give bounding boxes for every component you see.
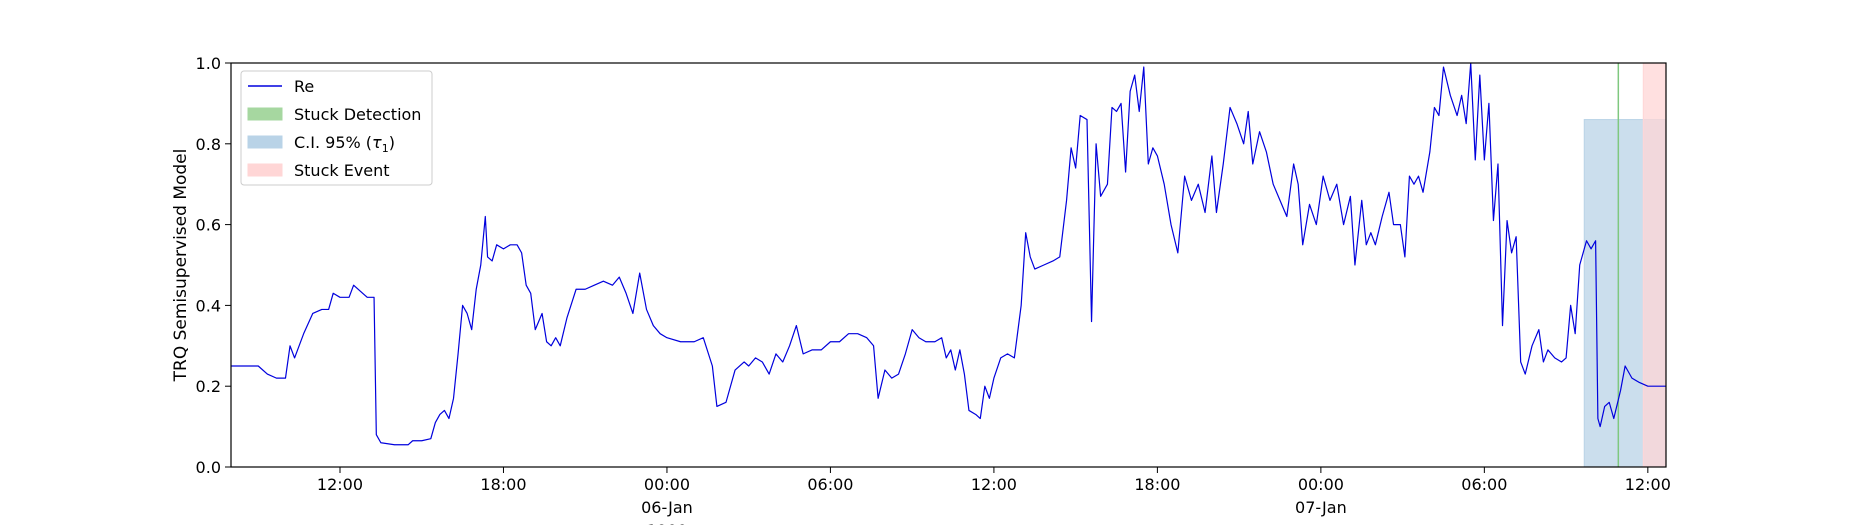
legend-label-c-i-95: C.I. 95% (τ1) xyxy=(294,133,395,155)
x-tick-label: 06:00 xyxy=(807,475,853,494)
legend-label-stuck-event: Stuck Event xyxy=(294,161,390,180)
y-tick-label: 0.2 xyxy=(196,377,221,396)
x-tick-label: 06:00 xyxy=(1461,475,1507,494)
series-layer xyxy=(231,63,1666,446)
y-tick-label: 0.4 xyxy=(196,296,221,315)
x-tick-label: 00:00 xyxy=(644,475,690,494)
x-tick-label: 00:00 xyxy=(1298,475,1344,494)
legend-swatch-stuck-detection xyxy=(247,107,283,121)
x-tick-label: 12:00 xyxy=(1625,475,1671,494)
region-stuck-event xyxy=(1642,62,1667,468)
x-axis: 12:00 18:00 00:00 06-Jan 1900 06:00 12:00 18:00… xyxy=(317,467,1671,525)
x-tick-date-label: 06-Jan xyxy=(641,498,693,517)
y-tick-label: 0.8 xyxy=(196,135,221,154)
legend-label-stuck-detection: Stuck Detection xyxy=(294,105,421,124)
shaded-regions xyxy=(1583,62,1667,468)
legend-swatch-stuck-event xyxy=(247,163,283,177)
x-tick-label: 12:00 xyxy=(317,475,363,494)
y-axis: 0.0 0.2 0.4 0.6 0.8 1.0 xyxy=(196,54,231,477)
y-axis-label: TRQ Semisupervised Model xyxy=(171,149,191,383)
legend: Re Stuck Detection C.I. 95% (τ1) Stuck Even… xyxy=(240,70,433,186)
x-tick-label: 12:00 xyxy=(971,475,1017,494)
x-tick-label: 18:00 xyxy=(1134,475,1180,494)
legend-box xyxy=(240,70,433,186)
legend-label-re: Re xyxy=(294,77,314,96)
series-line-re xyxy=(231,63,1666,446)
legend-swatch-c-i-95 xyxy=(247,135,283,149)
y-tick-label: 0.6 xyxy=(196,216,221,235)
y-tick-label: 0.0 xyxy=(196,458,221,477)
plot-frame xyxy=(230,62,1667,468)
x-tick-label: 18:00 xyxy=(480,475,526,494)
x-tick-date-label: 07-Jan xyxy=(1295,498,1347,517)
y-tick-label: 1.0 xyxy=(196,54,221,73)
x-tick-year-label: 1900 xyxy=(647,521,688,525)
